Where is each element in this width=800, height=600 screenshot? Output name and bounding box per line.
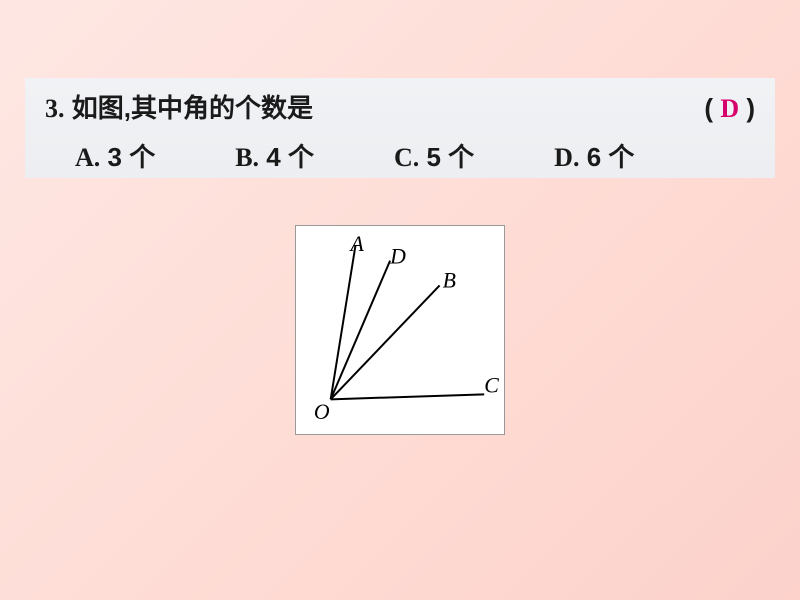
svg-text:D: D bbox=[389, 245, 406, 269]
option-b: B. 4 个 bbox=[235, 137, 314, 174]
diagram-svg: A D B C O bbox=[296, 226, 504, 434]
question-number: 3. bbox=[45, 94, 65, 123]
option-c-text: 5 个 bbox=[426, 142, 474, 172]
option-b-letter: B. bbox=[235, 143, 259, 172]
bracket-open: ( bbox=[704, 93, 713, 123]
bracket-close: ) bbox=[746, 93, 755, 123]
svg-text:C: C bbox=[484, 373, 499, 397]
option-a: A. 3 个 bbox=[75, 137, 155, 174]
diagram: A D B C O bbox=[295, 225, 505, 435]
question-text: 如图,其中角的个数是 bbox=[72, 93, 313, 123]
option-a-letter: A. bbox=[75, 143, 100, 172]
answer-letter: D bbox=[720, 94, 739, 123]
question-line: 3. 如图,其中角的个数是 ( D ) bbox=[45, 88, 755, 125]
option-c-letter: C. bbox=[394, 143, 419, 172]
option-c: C. 5 个 bbox=[394, 137, 474, 174]
question-box: 3. 如图,其中角的个数是 ( D ) A. 3 个 B. 4 个 C. 5 个… bbox=[25, 78, 775, 178]
answer-wrap: ( D ) bbox=[704, 93, 755, 124]
option-d-letter: D. bbox=[554, 143, 579, 172]
svg-text:A: A bbox=[348, 232, 364, 256]
svg-text:O: O bbox=[314, 400, 330, 424]
option-d: D. 6 个 bbox=[554, 137, 634, 174]
option-a-text: 3 个 bbox=[108, 142, 156, 172]
question-text-wrap: 3. 如图,其中角的个数是 bbox=[45, 88, 313, 125]
svg-text:B: B bbox=[443, 268, 456, 292]
options-line: A. 3 个 B. 4 个 C. 5 个 D. 6 个 bbox=[45, 137, 755, 174]
option-b-text: 4 个 bbox=[266, 142, 314, 172]
option-d-text: 6 个 bbox=[587, 142, 635, 172]
